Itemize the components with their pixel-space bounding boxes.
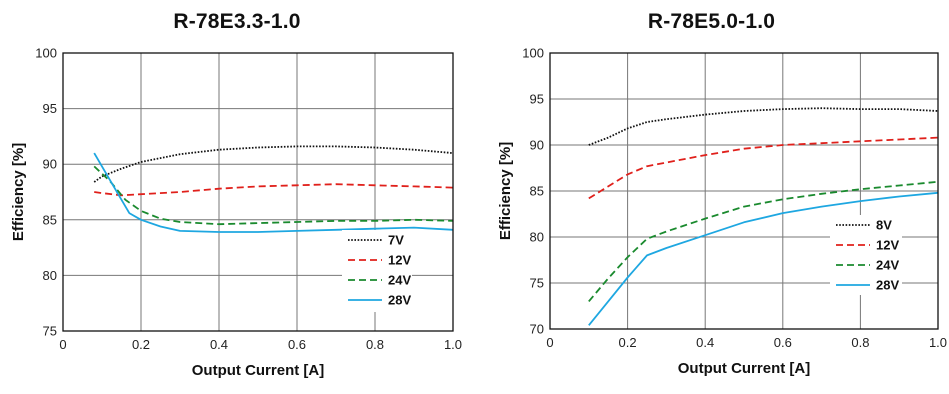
- y-tick-label: 95: [530, 92, 544, 107]
- x-tick-label: 0.8: [851, 335, 869, 350]
- x-tick-label: 1.0: [929, 335, 947, 350]
- x-tick-label: 0.4: [696, 335, 714, 350]
- y-tick-label: 95: [43, 101, 57, 116]
- legend: 7V 12V 24V 28V: [342, 230, 412, 312]
- chart-title: R-78E3.3-1.0: [173, 10, 301, 33]
- chart-panel-right: R-78E5.0-1.0 8V 12V 24V 28V 0 0.2 0.4 0.6 0.8 1.0…: [474, 0, 949, 394]
- x-axis-label: Output Current [A]: [678, 360, 810, 377]
- legend-label: 8V: [876, 218, 892, 233]
- series-line-28v: [588, 191, 939, 326]
- chart-svg-left: 7V 12V 24V 28V 0 0.2 0.4 0.6 0.8 1.0 75 80 85 90 95 100…: [10, 46, 462, 380]
- y-tick-label: 85: [530, 184, 544, 199]
- legend-background: [342, 230, 412, 312]
- series-line-7v: [93, 145, 454, 183]
- plot-frame: [549, 52, 939, 330]
- x-tick-label: 0: [59, 337, 66, 352]
- legend-label: 24V: [388, 273, 411, 288]
- series-line-28v: [93, 152, 454, 233]
- series-line-24v: [588, 180, 939, 302]
- chart-svg-right: 8V 12V 24V 28V 0 0.2 0.4 0.6 0.8 1.0 70 75 80 85 90 95 1…: [497, 46, 947, 378]
- plot-frame: [62, 52, 454, 332]
- y-tick-label: 75: [530, 276, 544, 291]
- x-tick-label: 0.2: [132, 337, 150, 352]
- legend-background: [830, 215, 902, 295]
- x-tick-label: 0.6: [774, 335, 792, 350]
- chart-panel-left: R-78E3.3-1.0 7V 12V 24V 28V 0 0.2 0.4 0.6 0.8 1.0…: [0, 0, 474, 394]
- x-tick-label: 0.6: [288, 337, 306, 352]
- legend-label: 12V: [876, 238, 899, 253]
- x-tick-label: 0.2: [619, 335, 637, 350]
- series-line-12v: [94, 183, 454, 197]
- y-tick-label: 80: [530, 230, 544, 245]
- y-axis-label: Efficiency [%]: [10, 143, 27, 241]
- x-axis-label: Output Current [A]: [192, 362, 324, 379]
- legend-label: 7V: [388, 233, 404, 248]
- y-tick-label: 90: [530, 138, 544, 153]
- x-tick-label: 0.4: [210, 337, 228, 352]
- y-tick-label: 70: [530, 322, 544, 337]
- x-tick-label: 0: [546, 335, 553, 350]
- y-tick-label: 85: [43, 212, 57, 227]
- legend-label: 12V: [388, 253, 411, 268]
- x-tick-label: 0.8: [366, 337, 384, 352]
- y-tick-label: 75: [43, 324, 57, 339]
- legend-label: 28V: [876, 278, 899, 293]
- legend: 8V 12V 24V 28V: [830, 215, 902, 295]
- chart-title: R-78E5.0-1.0: [647, 10, 776, 33]
- y-axis-label: Efficiency [%]: [497, 142, 514, 240]
- series-line-8v: [588, 107, 939, 146]
- series-line-12v: [588, 136, 939, 200]
- y-tick-label: 100: [35, 46, 57, 61]
- legend-label: 28V: [388, 293, 411, 308]
- y-tick-label: 80: [43, 268, 57, 283]
- legend-label: 24V: [876, 258, 899, 273]
- x-tick-label: 1.0: [444, 337, 462, 352]
- y-tick-label: 100: [522, 46, 544, 61]
- series-line-24v: [93, 165, 454, 226]
- y-tick-label: 90: [43, 157, 57, 172]
